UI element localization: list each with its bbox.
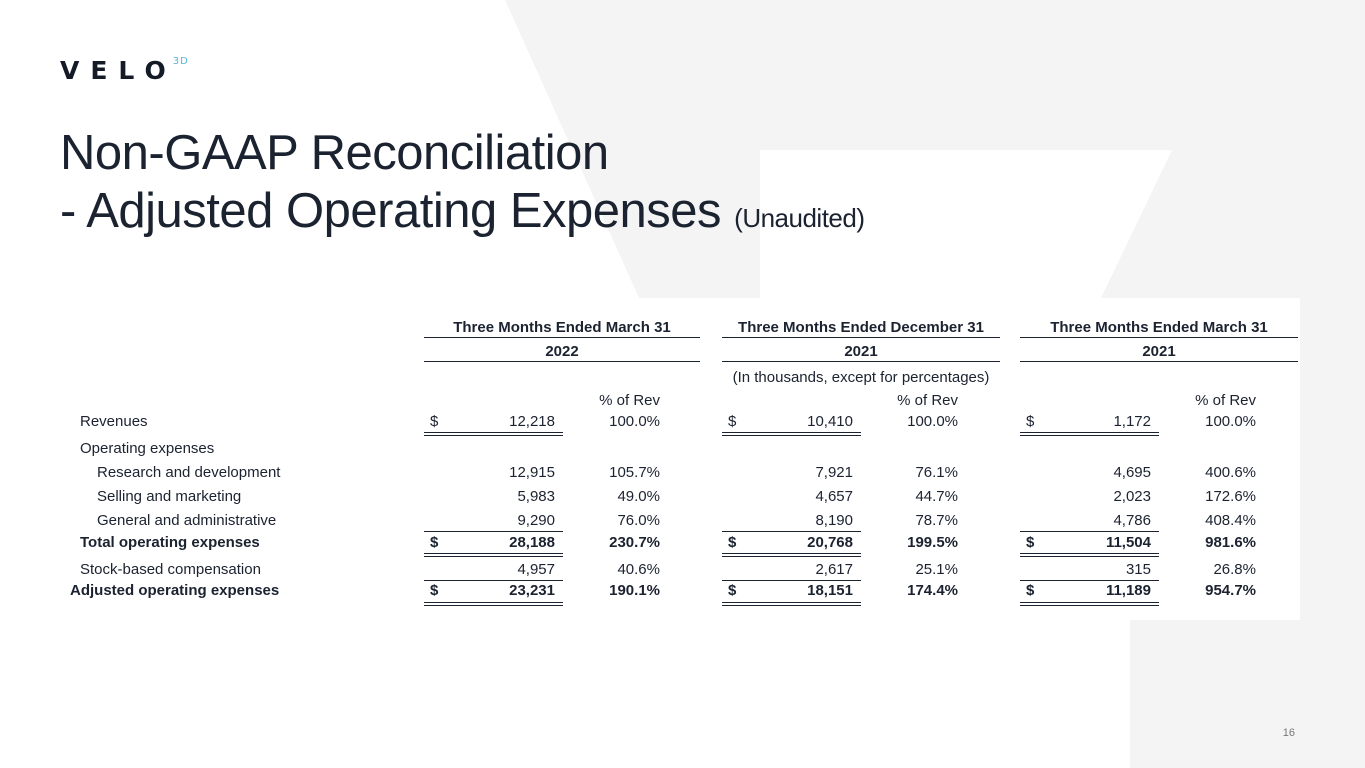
value-cell: 7,921: [815, 464, 853, 481]
value-cell: 4,657: [815, 488, 853, 505]
pct-cell: 40.6%: [617, 561, 660, 578]
value-cell: 12,915: [509, 464, 555, 481]
pct-cell: 25.1%: [915, 561, 958, 578]
value-cell: 10,410: [807, 413, 853, 430]
page-title: Non-GAAP Reconciliation - Adjusted Opera…: [60, 126, 865, 238]
pct-cell: 49.0%: [617, 488, 660, 505]
value-cell: 8,190: [815, 512, 853, 529]
row-label: Revenues: [80, 413, 148, 430]
pct-cell: 100.0%: [1205, 413, 1256, 430]
header-rule: [722, 337, 1000, 338]
value-cell: 20,768: [807, 534, 853, 551]
double-underline: [722, 432, 861, 436]
currency-symbol: $: [1026, 413, 1035, 430]
value-cell: 11,504: [1105, 534, 1151, 551]
currency-symbol: $: [430, 582, 439, 599]
subtotal-rule: [1020, 580, 1159, 581]
velo3d-logo: VELO3D: [60, 55, 189, 85]
header-rule: [424, 337, 700, 338]
period-year: 2022: [545, 343, 579, 360]
subtotal-rule: [722, 580, 861, 581]
period-year: 2021: [1142, 343, 1176, 360]
header-rule: [1020, 361, 1298, 362]
pct-cell: 100.0%: [609, 413, 660, 430]
value-cell: 1,172: [1113, 413, 1151, 430]
pct-cell: 26.8%: [1213, 561, 1256, 578]
pct-cell: 981.6%: [1205, 534, 1256, 551]
double-underline: [1020, 553, 1159, 557]
currency-symbol: $: [1026, 534, 1035, 551]
double-underline: [1020, 432, 1159, 436]
double-underline: [424, 602, 563, 606]
pct-cell: 408.4%: [1205, 512, 1256, 529]
double-underline: [1020, 602, 1159, 606]
currency-symbol: $: [728, 582, 737, 599]
double-underline: [424, 553, 563, 557]
value-cell: 4,957: [517, 561, 555, 578]
double-underline: [722, 553, 861, 557]
value-cell: 315: [1125, 561, 1151, 578]
pct-cell: 172.6%: [1205, 488, 1256, 505]
value-cell: 12,218: [509, 413, 555, 430]
period-header: Three Months Ended December 31: [738, 319, 984, 336]
value-cell: 2,617: [815, 561, 853, 578]
pct-cell: 100.0%: [907, 413, 958, 430]
units-note: (In thousands, except for percentages): [732, 369, 990, 386]
pct-cell: 76.1%: [915, 464, 958, 481]
value-cell: 4,786: [1113, 512, 1151, 529]
pct-cell: 105.7%: [609, 464, 660, 481]
pct-cell: 954.7%: [1205, 582, 1256, 599]
currency-symbol: $: [728, 534, 737, 551]
value-cell: 4,695: [1113, 464, 1151, 481]
value-cell: 28,188: [509, 534, 555, 551]
subtotal-rule: [424, 580, 563, 581]
double-underline: [424, 432, 563, 436]
pct-cell: 44.7%: [915, 488, 958, 505]
value-cell: 2,023: [1113, 488, 1151, 505]
pct-cell: 400.6%: [1205, 464, 1256, 481]
row-label: Research and development: [97, 464, 281, 481]
pct-of-rev-header: % of Rev: [897, 392, 958, 409]
double-underline: [722, 602, 861, 606]
pct-cell: 76.0%: [617, 512, 660, 529]
row-label: Operating expenses: [80, 440, 215, 457]
header-rule: [424, 361, 700, 362]
row-label: General and administrative: [97, 512, 277, 529]
value-cell: 11,189: [1105, 582, 1151, 599]
period-header: Three Months Ended March 31: [453, 319, 671, 336]
row-label: Total operating expenses: [80, 534, 260, 551]
period-header: Three Months Ended March 31: [1050, 319, 1268, 336]
period-year: 2021: [844, 343, 878, 360]
row-label: Stock-based compensation: [80, 561, 261, 578]
row-label: Selling and marketing: [97, 488, 242, 505]
header-rule: [722, 361, 1000, 362]
currency-symbol: $: [430, 534, 439, 551]
pct-cell: 174.4%: [907, 582, 958, 599]
currency-symbol: $: [728, 413, 737, 430]
subtotal-rule: [424, 531, 563, 532]
pct-cell: 230.7%: [609, 534, 660, 551]
currency-symbol: $: [430, 413, 439, 430]
value-cell: 5,983: [517, 488, 555, 505]
value-cell: 18,151: [807, 582, 853, 599]
reconciliation-table: [60, 298, 1300, 620]
pct-cell: 199.5%: [907, 534, 958, 551]
pct-of-rev-header: % of Rev: [599, 392, 660, 409]
page-number: 16: [1282, 727, 1295, 739]
value-cell: 9,290: [517, 512, 555, 529]
subtotal-rule: [722, 531, 861, 532]
header-rule: [1020, 337, 1298, 338]
row-label: Adjusted operating expenses: [70, 582, 280, 599]
currency-symbol: $: [1026, 582, 1035, 599]
pct-of-rev-header: % of Rev: [1195, 392, 1256, 409]
subtotal-rule: [1020, 531, 1159, 532]
value-cell: 23,231: [509, 582, 555, 599]
pct-cell: 190.1%: [609, 582, 660, 599]
pct-cell: 78.7%: [915, 512, 958, 529]
